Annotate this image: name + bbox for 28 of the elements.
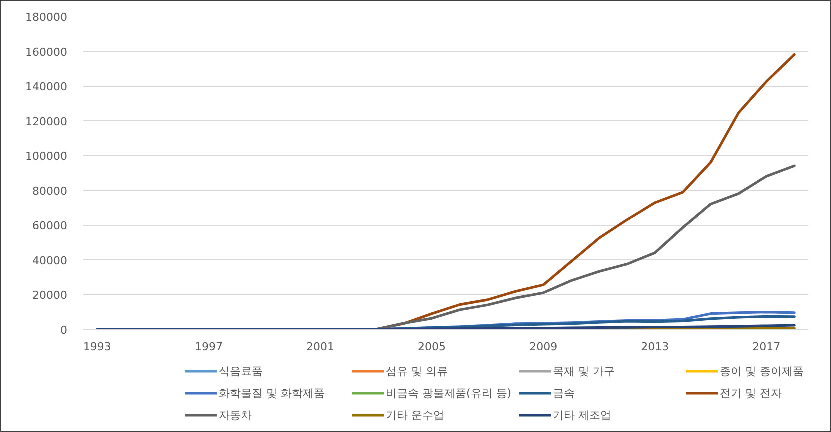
y-tick-label: 20000 <box>32 289 68 302</box>
y-tick-label: 180000 <box>26 11 68 24</box>
x-tick-label: 1993 <box>83 340 112 354</box>
legend-label: 기타 제조업 <box>553 408 612 424</box>
legend-label: 식음료품 <box>219 364 264 380</box>
y-tick-label: 100000 <box>26 150 68 164</box>
legend-label: 종이 및 종이제품 <box>720 364 805 380</box>
y-tick-label: 40000 <box>32 254 68 268</box>
y-tick-label: 140000 <box>26 80 68 94</box>
y-tick-label: 60000 <box>32 220 68 233</box>
legend-label: 자동차 <box>219 408 253 424</box>
y-tick-label: 160000 <box>26 46 68 59</box>
y-tick-label: 0 <box>60 324 68 337</box>
legend-label: 기타 운수업 <box>386 408 446 424</box>
x-tick-label: 2005 <box>418 340 446 354</box>
y-tick-label: 80000 <box>32 184 68 198</box>
legend-label: 화학물질 및 화학제품 <box>219 386 326 402</box>
y-tick-label: 120000 <box>26 115 68 128</box>
x-tick-label: 2009 <box>530 340 558 354</box>
legend-label: 섬유 및 의류 <box>386 364 449 380</box>
x-tick-label: 1997 <box>194 340 223 354</box>
x-tick-label: 2001 <box>306 340 335 354</box>
legend-label: 목재 및 가구 <box>553 364 616 380</box>
x-tick-label: 2013 <box>641 340 670 354</box>
x-tick-label: 2017 <box>752 340 781 354</box>
legend-label: 전기 및 전자 <box>720 386 783 402</box>
legend-label: 금속 <box>553 386 576 402</box>
legend-label: 비금속 광물제품(유리 등) <box>386 386 513 402</box>
